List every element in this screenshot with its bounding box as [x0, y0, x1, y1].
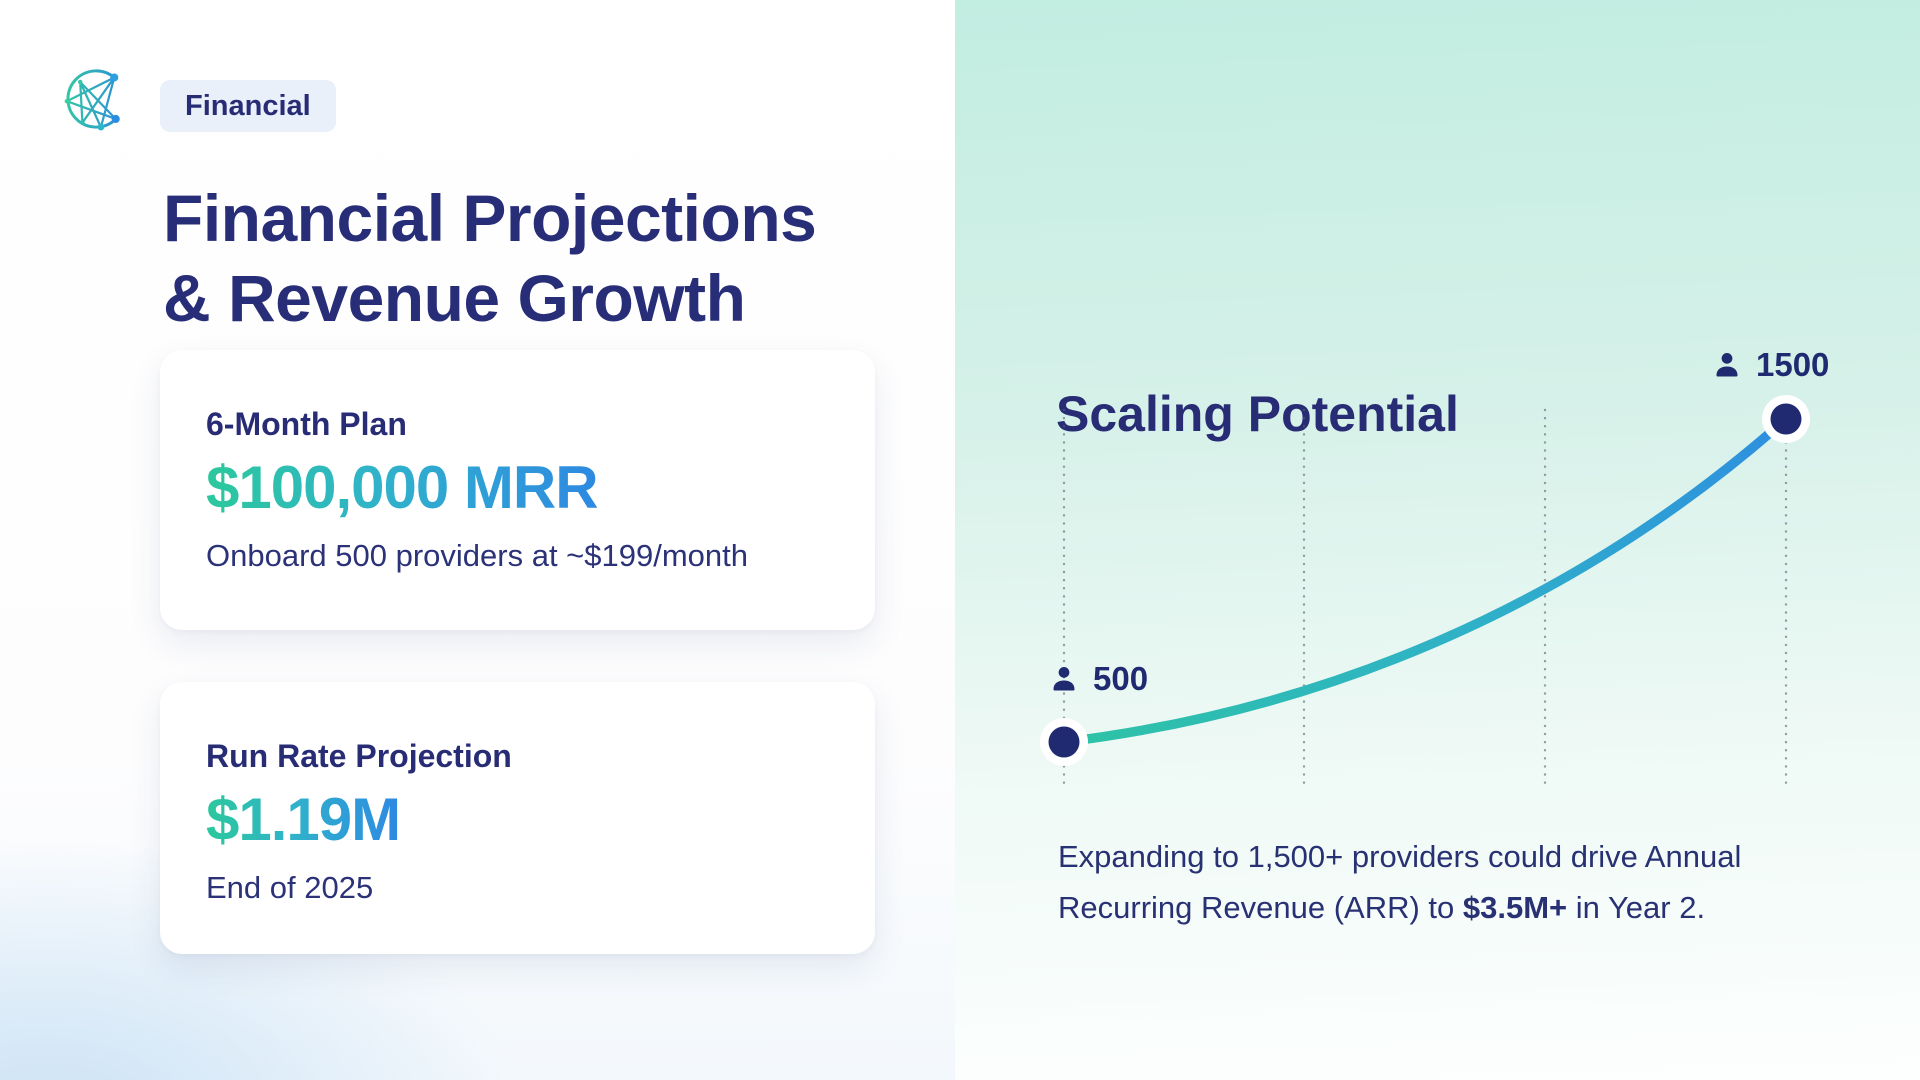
- chart-title: Scaling Potential: [1056, 385, 1459, 442]
- annotation-line1: Expanding to 1,500+ providers could driv…: [1058, 839, 1742, 874]
- annotation-line2-post: in Year 2.: [1567, 890, 1706, 925]
- stat-card-run-rate: Run Rate Projection $1.19M End of 2025: [160, 682, 875, 954]
- card-value: $100,000 MRR: [206, 452, 599, 524]
- card-description: End of 2025: [206, 870, 374, 905]
- network-globe-logo-icon: [64, 69, 120, 131]
- card-value: $1.19M: [206, 784, 401, 856]
- section-badge: Financial: [160, 80, 336, 132]
- annotation-line2: Recurring Revenue (ARR) to $3.5M+ in Yea…: [1058, 882, 1858, 933]
- person-icon: [1716, 353, 1738, 377]
- person-icon: [1053, 667, 1075, 691]
- point-label-text: 1500: [1756, 346, 1830, 383]
- annotation-line2-pre: Recurring Revenue (ARR) to: [1058, 890, 1463, 925]
- point-label-text: 500: [1093, 660, 1149, 697]
- page-title: Financial Projections & Revenue Growth: [163, 178, 817, 338]
- point-label-1500: 1500: [1712, 346, 1829, 384]
- page-title-line2: & Revenue Growth: [163, 261, 746, 336]
- point-label-500: 500: [1049, 660, 1148, 698]
- chart-annotation: Expanding to 1,500+ providers could driv…: [1058, 831, 1858, 933]
- annotation-arr-value: $3.5M+: [1462, 890, 1568, 925]
- page-title-line1: Financial Projections: [163, 181, 817, 256]
- left-panel: Financial Financial Projections & Revenu…: [0, 0, 955, 1080]
- stat-card-6-month-plan: 6-Month Plan $100,000 MRR Onboard 500 pr…: [160, 350, 875, 630]
- card-label: Run Rate Projection: [206, 738, 512, 774]
- card-description: Onboard 500 providers at ~$199/month: [206, 538, 749, 573]
- card-label: 6-Month Plan: [206, 406, 407, 442]
